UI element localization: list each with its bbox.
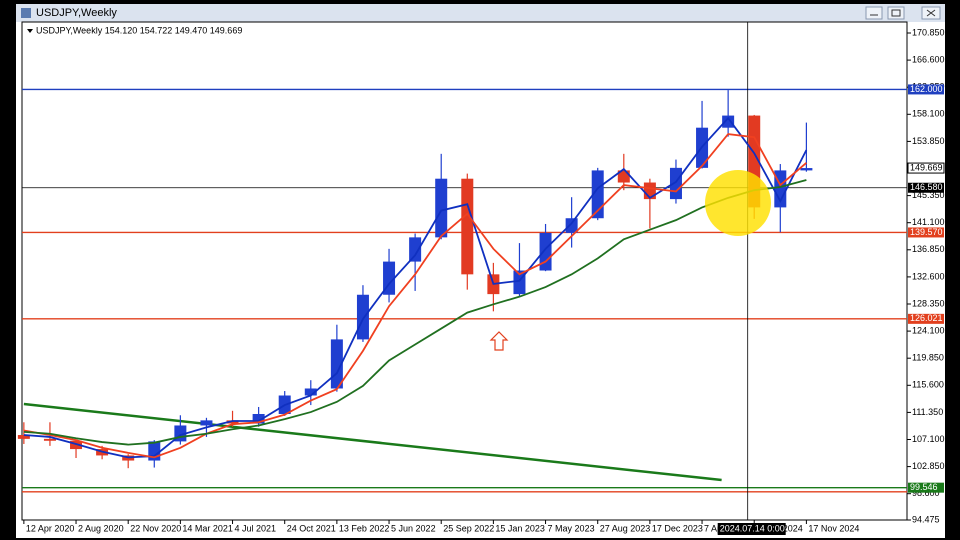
y-tick-label: 94.475 <box>912 514 940 524</box>
axis-labels: 170.850166.600162.350158.100153.850149.6… <box>23 27 945 535</box>
plot-layer <box>17 22 907 520</box>
candle-body <box>461 178 474 275</box>
candle-body <box>304 388 317 396</box>
y-tick-label: 119.850 <box>912 353 944 363</box>
y-tick-label: 115.600 <box>912 380 944 390</box>
y-tick-label: 136.850 <box>912 244 945 254</box>
cursor-x-box <box>717 523 786 535</box>
x-tick-label: 17 Nov 2024 <box>808 523 859 533</box>
candle-body <box>722 115 735 128</box>
x-tick-label: 7 May 2023 <box>548 523 595 533</box>
minimize-button[interactable] <box>865 6 883 20</box>
candle-body <box>356 294 369 340</box>
candle-body <box>70 440 83 450</box>
cursor-x-label: 2024.07.14 0:00 <box>720 523 785 533</box>
level-label: 126.021 <box>910 313 943 323</box>
y-tick-label: 153.850 <box>912 136 945 146</box>
chart-header: USDJPY,Weekly 154.120 154.722 149.470 14… <box>36 25 242 35</box>
level-label-box <box>908 313 944 324</box>
x-tick-label: 4 Jul 2021 <box>235 523 277 533</box>
restore-icon <box>891 9 901 17</box>
y-tick-label: 128.350 <box>912 298 945 308</box>
moving-average <box>23 133 807 459</box>
candle-body <box>252 413 265 424</box>
dropdown-arrow[interactable] <box>27 29 33 33</box>
title-bar <box>16 4 945 22</box>
y-tick-label: 132.600 <box>912 271 945 281</box>
candle-body <box>409 237 422 262</box>
x-tick-label: 25 Sep 2022 <box>443 523 494 533</box>
y-tick-label: 141.100 <box>912 217 945 227</box>
x-tick-label: 15 Jan 2023 <box>495 523 545 533</box>
x-tick-label: 12 Apr 2020 <box>26 523 75 533</box>
candle-body <box>226 420 239 424</box>
x-tick-label: 24 Oct 2021 <box>287 523 336 533</box>
level-label-box <box>908 227 944 238</box>
window-title: USDJPY,Weekly <box>36 7 117 19</box>
y-tick-label: 107.100 <box>912 434 945 444</box>
close-icon <box>926 9 936 17</box>
trendline <box>23 402 722 482</box>
moving-average <box>23 116 808 459</box>
level-label: 99.546 <box>910 482 938 492</box>
x-tick-label: 13 Feb 2022 <box>339 523 390 533</box>
annotation-arrow <box>489 331 509 351</box>
candle-body <box>17 435 30 439</box>
candle-body <box>200 420 213 426</box>
candle-body <box>43 438 56 441</box>
y-tick-label: 124.100 <box>912 325 945 335</box>
candle-body <box>435 178 448 238</box>
price-label: 149.669 <box>910 162 943 172</box>
y-tick-label: 158.100 <box>912 109 945 119</box>
y-tick-label: 145.350 <box>912 190 945 200</box>
x-tick-label: 2 Aug 2020 <box>78 523 124 533</box>
y-tick-label: 111.350 <box>912 407 943 417</box>
moving-average <box>23 179 807 446</box>
price-label-box <box>907 162 945 174</box>
y-tick-label: 170.850 <box>912 27 945 37</box>
level-label-box <box>908 84 944 95</box>
level-label: 139.570 <box>910 227 943 237</box>
candle-body <box>800 168 813 171</box>
level-label: 162.000 <box>910 84 943 94</box>
y-tick-label: 98.600 <box>912 488 940 498</box>
level-label-box <box>908 482 944 493</box>
candle-body <box>539 232 552 271</box>
x-tick-label: 5 Jun 2022 <box>391 523 436 533</box>
cursor-y-box <box>908 182 944 193</box>
cursor-y-label: 146.580 <box>910 182 943 192</box>
candle-body <box>565 218 578 233</box>
y-tick-label: 102.850 <box>912 461 945 471</box>
x-tick-label: 27 Aug 2023 <box>600 523 651 533</box>
x-tick-label: 22 Nov 2020 <box>130 523 181 533</box>
restore-button[interactable] <box>887 6 905 20</box>
x-tick-label: 14 Mar 2021 <box>182 523 233 533</box>
candle-body <box>591 170 604 219</box>
y-tick-label: 166.600 <box>912 54 945 64</box>
window-icon <box>21 8 31 18</box>
x-tick-label: 17 Dec 2023 <box>652 523 703 533</box>
highlight-circle <box>705 170 771 236</box>
